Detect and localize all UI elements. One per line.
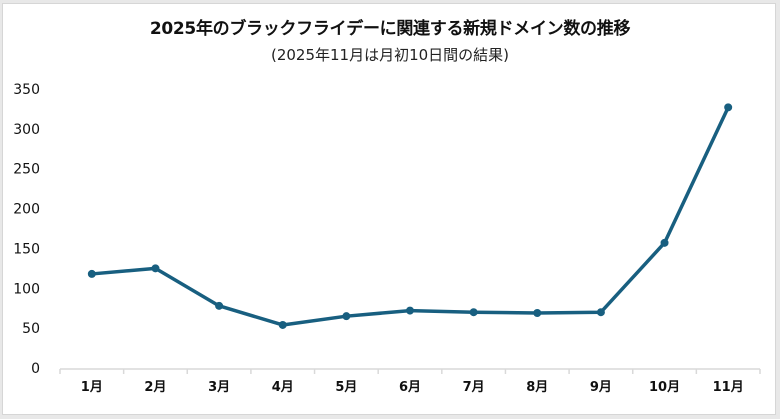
series-line (91, 106, 730, 327)
chart-subtitle: (2025年11月は月初10日間の結果) (270, 46, 510, 64)
x-tick-label: 7月 (463, 380, 485, 395)
x-tick-label: 9月 (590, 380, 612, 395)
data-point-marker (278, 320, 287, 329)
y-tick-label: 150 (13, 241, 40, 257)
x-tick-label: 11月 (713, 380, 744, 395)
y-tick-label: 100 (13, 281, 40, 297)
x-tick-label: 8月 (526, 380, 548, 395)
data-point-marker (151, 264, 160, 273)
x-tick-label: 5月 (335, 380, 357, 395)
data-point-marker (87, 269, 96, 278)
data-point-marker (215, 301, 224, 310)
x-tick-label: 6月 (399, 380, 421, 395)
data-point-marker (406, 306, 414, 315)
x-tick-label: 2月 (144, 380, 166, 395)
y-tick-label: 300 (13, 122, 40, 138)
chart-frame: 2025年のブラックフライデーに関連する新規ドメイン数の推移 (2025年11月… (2, 3, 776, 415)
x-tick-label: 1月 (81, 380, 103, 395)
y-tick-label: 50 (22, 321, 40, 337)
data-point-marker (533, 308, 542, 317)
y-tick-label: 350 (13, 82, 40, 98)
data-point-marker (596, 308, 605, 317)
data-point-marker (469, 308, 478, 317)
data-point-marker (724, 103, 733, 112)
x-tick-label: 3月 (208, 380, 230, 395)
x-tick-label: 10月 (649, 380, 680, 395)
y-tick-label: 250 (13, 162, 40, 178)
y-tick-label: 200 (13, 202, 40, 218)
x-tick-label: 4月 (272, 380, 294, 395)
data-point-marker (660, 238, 669, 247)
data-point-marker (342, 312, 351, 321)
chart-title: 2025年のブラックフライデーに関連する新規ドメイン数の推移 (149, 19, 631, 39)
y-tick-label: 0 (31, 361, 40, 377)
